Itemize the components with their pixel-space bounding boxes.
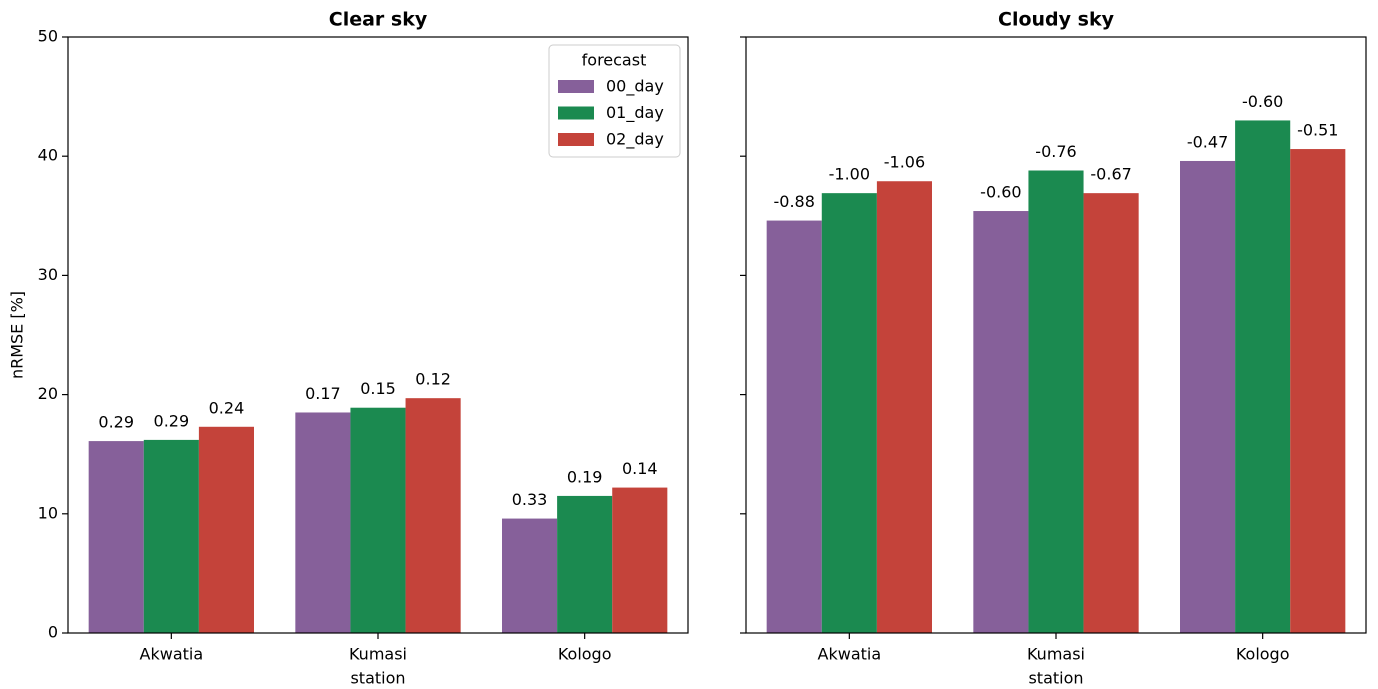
bar <box>198 426 254 633</box>
bar <box>1235 120 1291 633</box>
y-tick-label: 0 <box>48 623 58 642</box>
chart-title: Clear sky <box>329 9 428 31</box>
bar-annotation: 0.19 <box>567 467 603 486</box>
y-tick-label: 20 <box>38 384 58 403</box>
bar-annotation: 0.14 <box>622 459 658 478</box>
bar <box>876 181 932 633</box>
bar <box>88 441 144 633</box>
bar-annotation: -0.88 <box>774 192 815 211</box>
bar <box>1028 170 1084 633</box>
bar-annotation: -0.47 <box>1187 132 1228 151</box>
bar <box>1083 193 1139 634</box>
legend-box <box>548 44 681 158</box>
bar-annotation: 0.17 <box>305 384 341 403</box>
bar-annotation: -1.06 <box>884 153 925 172</box>
bar <box>405 398 461 633</box>
x-tick-label: Akwatia <box>140 645 204 664</box>
bar-annotation: 0.12 <box>415 370 451 389</box>
x-tick-label: Kumasi <box>1027 645 1085 664</box>
bar <box>143 439 199 633</box>
legend-label: 02_day <box>606 130 664 150</box>
bar-annotation: 0.15 <box>360 379 396 398</box>
bar <box>766 220 822 633</box>
bar <box>821 193 877 634</box>
plot-frame <box>745 36 1367 634</box>
bar-annotation: -1.00 <box>829 165 870 184</box>
y-tick-label: 40 <box>38 146 58 165</box>
bar <box>1180 160 1236 633</box>
bar-annotation: 0.29 <box>98 413 134 432</box>
bar-annotation: -0.76 <box>1035 142 1076 161</box>
x-axis-label: station <box>1028 669 1083 688</box>
legend-label: 00_day <box>606 77 664 97</box>
x-tick-label: Kologo <box>558 645 612 664</box>
bar-annotation: -0.60 <box>980 183 1021 202</box>
bar <box>502 518 558 633</box>
bar <box>350 407 406 633</box>
legend-title: forecast <box>582 51 647 70</box>
bar <box>295 412 351 633</box>
legend-swatch <box>558 133 594 146</box>
chart-title: Cloudy sky <box>998 9 1115 31</box>
legend-swatch <box>558 106 594 120</box>
bar <box>1290 149 1346 633</box>
bar-annotation: 0.29 <box>154 411 190 430</box>
bar-annotation: 0.24 <box>209 398 245 417</box>
legend-label: 01_day <box>606 103 664 123</box>
bar-annotation: -0.67 <box>1090 165 1131 184</box>
legend-swatch <box>558 80 594 93</box>
bar-annotation: -0.51 <box>1297 121 1338 140</box>
bar-annotation: 0.33 <box>512 490 548 509</box>
x-tick-label: Akwatia <box>818 645 882 664</box>
bar-annotation: -0.60 <box>1242 92 1283 111</box>
bar <box>612 487 668 633</box>
plot-frame <box>67 36 689 634</box>
x-axis-label: station <box>350 669 405 688</box>
x-tick-label: Kologo <box>1236 645 1290 664</box>
y-axis-label: nRMSE [%] <box>8 291 27 379</box>
x-tick-label: Kumasi <box>349 645 407 664</box>
y-tick-label: 50 <box>38 27 58 46</box>
y-tick-label: 10 <box>38 503 58 522</box>
bar <box>557 495 613 633</box>
y-tick-label: 30 <box>38 265 58 284</box>
bar <box>973 211 1029 634</box>
